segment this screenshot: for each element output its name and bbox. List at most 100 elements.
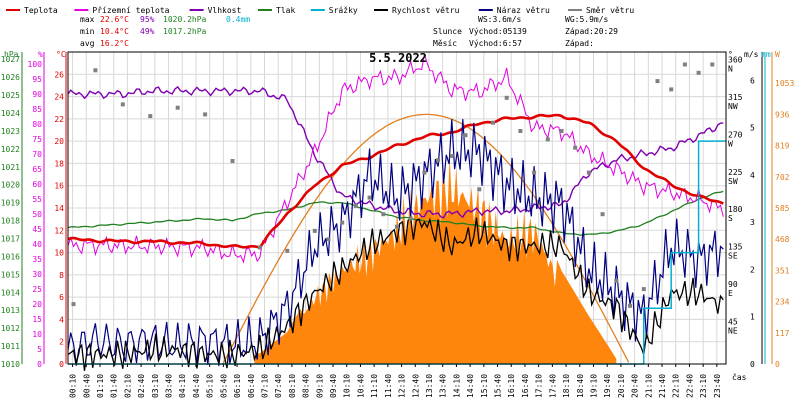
time-tick-label: 06:40 [247,374,256,398]
time-tick-label: 09:10 [315,374,324,398]
solar-tick-label: 0 [775,360,780,369]
time-tick-label: 00:40 [82,374,91,398]
humidity-tick-label: 40 [32,240,42,249]
wind-dir-point [586,170,591,175]
pressure-tick-label: 1018 [1,217,20,226]
wind-unit: m/s [744,50,759,59]
wind-dir-point [491,120,495,125]
time-tick-label: 14:10 [452,374,461,398]
dir-tick-label: 360 [728,55,743,64]
time-tick-label: 15:10 [480,374,489,398]
time-tick-label: 15:40 [494,374,503,398]
stat-humidity: 95% [140,15,155,24]
series-prizemni-teplota [67,54,724,264]
sunrise-value: Východ:05139 [469,27,527,36]
solar-tick-label: 117 [775,329,790,338]
wind-dir-point [600,212,605,217]
wind-dir-point [353,203,358,208]
series-vlhkost [67,85,724,219]
temp-tick-label: 20 [54,137,64,146]
humidity-tick-label: 15 [32,315,42,324]
dir-compass-label: E [728,289,733,298]
moon-label: Měsíc [433,39,457,48]
wind-dir-point [696,70,701,75]
wind-dir-point [436,158,441,163]
pressure-tick-label: 1025 [1,91,20,100]
solar-unit: W [775,50,780,59]
time-tick-label: 03:10 [151,374,160,398]
wind-dir-point [395,224,399,229]
dir-tick-label: 90 [728,280,738,289]
humidity-tick-label: 20 [32,300,42,309]
solar-tick-label: 1053 [775,79,794,88]
temp-tick-label: 6 [59,293,64,302]
humidity-tick-label: 30 [32,270,42,279]
wind-dir-point [93,68,98,73]
humidity-tick-label: 5 [37,345,42,354]
time-tick-label: 11:10 [370,374,379,398]
wind-dir-point [655,79,660,84]
time-tick-label: 03:40 [165,374,174,398]
time-tick-label: 23:40 [713,374,722,398]
humidity-tick-label: 95 [32,75,42,84]
humidity-tick-label: 90 [32,90,42,99]
humidity-tick-label: 65 [32,165,42,174]
moonrise-value: Východ:6:57 [469,39,522,48]
dir-tick-label: 135 [728,243,743,252]
legend-label: Srážky [329,6,358,15]
wind-dir-point [504,95,509,100]
dir-tick-label: 315 [728,93,743,102]
ws-value: WS:3.6m/s [478,15,522,24]
humidity-tick-label: 55 [32,195,42,204]
time-tick-label: 19:40 [603,374,612,398]
time-tick-label: 14:40 [466,374,475,398]
time-tick-label: 00:10 [69,374,78,398]
wind-tick-label: 4 [750,171,755,180]
time-unit: čas [732,372,747,382]
wind-dir-point [312,228,317,233]
humidity-tick-label: 50 [32,210,42,219]
stat-temp: 16.2°C [100,39,129,48]
time-tick-label: 06:10 [233,374,242,398]
pressure-tick-label: 1011 [1,342,20,351]
series-rychlost-vetru [67,216,724,371]
stat-temp: 10.4°C [100,27,129,36]
solar-theoretical-line [222,113,630,365]
humidity-tick-label: 85 [32,105,42,114]
humidity-tick-label: 10 [32,330,42,339]
wind-dir-point [408,216,413,221]
pressure-tick-label: 1021 [1,163,20,172]
time-tick-label: 22:10 [672,374,681,398]
wind-dir-point [381,212,386,217]
time-tick-label: 12:10 [398,374,407,398]
solar-tick-label: 234 [775,298,790,307]
wind-tick-label: 1 [750,313,755,322]
stat-pressure: 1017.2hPa [163,27,207,36]
sunset-value: Západ:20:29 [565,27,618,36]
time-tick-label: 07:10 [260,374,269,398]
wind-dir-point [340,220,345,225]
stat-humidity: 49% [140,27,155,36]
wind-dir-point [710,62,715,67]
pressure-unit: hPa [4,50,19,59]
wind-dir-point [614,278,619,283]
time-tick-label: 01:10 [96,374,105,398]
pressure-tick-label: 1017 [1,234,20,243]
wind-dir-point [682,62,687,67]
pressure-tick-label: 1013 [1,306,20,315]
dir-compass-label: N [728,64,733,73]
temp-tick-label: 12 [54,226,64,235]
dir-tick-label: 180 [728,205,743,214]
time-tick-label: 18:10 [562,374,571,398]
wind-dir-point [285,248,290,253]
time-tick-label: 21:40 [658,374,667,398]
wg-value: WG:5.9m/s [565,15,609,24]
time-tick-label: 04:10 [178,374,187,398]
solar-tick-label: 585 [775,204,790,213]
time-tick-label: 23:10 [699,374,708,398]
time-tick-label: 10:40 [356,374,365,398]
humidity-tick-label: 45 [32,225,42,234]
time-tick-label: 20:40 [631,374,640,398]
temp-tick-label: 16 [54,182,64,191]
